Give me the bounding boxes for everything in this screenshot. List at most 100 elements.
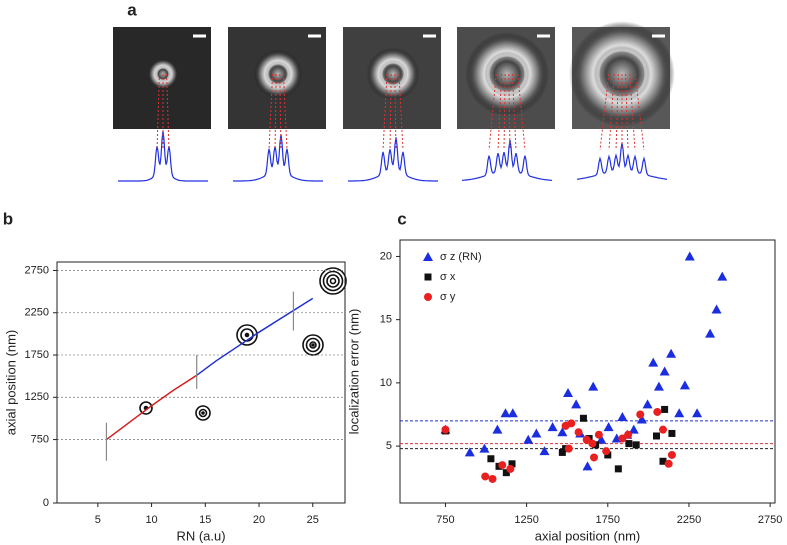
guide-line <box>156 73 160 151</box>
circle-point <box>667 450 676 459</box>
y-tick-label: 1250 <box>25 391 49 403</box>
image-ring <box>253 49 303 99</box>
circle-point <box>498 461 507 470</box>
square-point <box>508 460 516 468</box>
panel-label: c <box>397 209 406 228</box>
circle-point <box>567 419 576 428</box>
circle-point <box>506 464 515 473</box>
y-tick-label: 5 <box>386 440 392 452</box>
guide-line <box>497 73 503 151</box>
image-ring <box>366 47 420 101</box>
x-axis-label: RN (a.u) <box>176 528 225 543</box>
triangle-point <box>547 422 558 432</box>
circle-point <box>636 410 645 419</box>
intensity-profile <box>576 142 668 180</box>
triangle-point <box>539 446 550 456</box>
guide-line <box>398 73 404 151</box>
triangle-point <box>674 408 685 418</box>
triangle-point <box>617 412 628 422</box>
square-point <box>668 429 676 437</box>
y-tick-label: 0 <box>43 497 49 509</box>
guide-line <box>488 73 497 151</box>
x-tick-label: 10 <box>145 514 157 526</box>
legend-marker <box>423 252 433 261</box>
circle-point <box>589 453 598 462</box>
x-tick-label: 1250 <box>514 514 538 526</box>
square-point <box>487 455 495 463</box>
guide-line <box>634 73 645 151</box>
square-point <box>625 440 633 448</box>
triangle-point <box>563 387 574 397</box>
panel-label: a <box>127 0 137 19</box>
circle-point <box>594 430 603 439</box>
guide-line <box>282 73 288 151</box>
triangle-point <box>500 408 511 418</box>
y-tick-label: 2250 <box>25 307 49 319</box>
guide-line <box>503 73 506 151</box>
x-tick-label: 750 <box>436 514 454 526</box>
square-point <box>614 465 622 473</box>
square-point <box>652 432 660 440</box>
triangle-point <box>523 434 534 444</box>
triangle-point <box>571 399 582 409</box>
y-tick-label: 750 <box>31 433 49 445</box>
legend-marker <box>424 293 432 301</box>
guide-line <box>382 73 388 151</box>
image-panel <box>113 21 675 182</box>
panel-label: b <box>3 209 13 228</box>
x-tick-label: 5 <box>95 514 101 526</box>
guide-line <box>508 73 511 151</box>
triangle-point <box>717 271 728 281</box>
triangle-point <box>628 424 639 434</box>
legend-label: σ y <box>440 291 456 303</box>
x-tick-label: 15 <box>199 514 211 526</box>
square-point <box>558 448 566 456</box>
guide-line <box>608 73 615 151</box>
image-ring <box>379 60 407 88</box>
circle-point <box>653 407 662 416</box>
image-ring <box>265 61 291 87</box>
triangle-point <box>582 461 593 471</box>
circle-point <box>602 447 611 456</box>
triangle-point <box>588 381 599 391</box>
ring-icons <box>139 267 347 421</box>
intensity-profile <box>348 137 438 182</box>
square-point <box>661 405 669 413</box>
guide-line <box>274 73 277 151</box>
legend-marker <box>424 273 432 281</box>
triangle-point <box>666 348 677 358</box>
triangle-point <box>603 422 614 432</box>
guide-line <box>629 73 636 151</box>
image-ring <box>465 32 549 116</box>
plot-frame <box>56 261 346 504</box>
triangle-point <box>679 380 690 390</box>
triangle-point <box>653 381 664 391</box>
y-axis-label: axial position (nm) <box>3 330 18 436</box>
intensity-profile <box>461 140 553 181</box>
triangle-point <box>659 366 670 376</box>
circle-point <box>441 425 450 434</box>
triangle-point <box>648 357 659 367</box>
intensity-profile <box>233 134 323 182</box>
line-series <box>196 297 314 376</box>
y-tick-label: 10 <box>380 377 392 389</box>
legend-label: σ x <box>440 271 456 283</box>
triangle-point <box>492 424 503 434</box>
x-tick-label: 20 <box>253 514 265 526</box>
square-point <box>632 441 640 449</box>
x-axis-label: axial position (nm) <box>535 528 641 543</box>
circle-point <box>488 474 497 483</box>
image-ring <box>486 53 528 95</box>
y-axis-label: localization error (nm) <box>346 309 361 435</box>
square-point <box>604 451 612 459</box>
triangle-point <box>636 414 647 424</box>
y-tick-label: 20 <box>380 250 392 262</box>
triangle-point <box>692 408 703 418</box>
x-tick-label: 25 <box>307 514 319 526</box>
guide-line <box>517 73 526 151</box>
square-point <box>659 457 667 465</box>
guide-line <box>599 73 610 151</box>
triangle-point <box>711 304 722 314</box>
x-tick-label: 2750 <box>758 514 782 526</box>
